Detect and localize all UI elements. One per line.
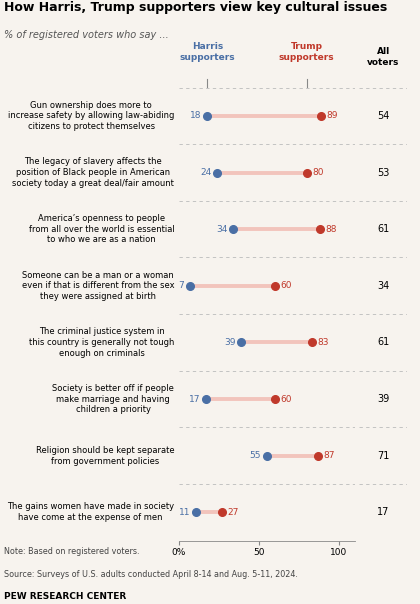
Text: Someone can be a man or a woman
even if that is different from the sex
they were: Someone can be a man or a woman even if …: [22, 271, 174, 301]
Text: 34: 34: [216, 225, 227, 234]
Text: 60: 60: [280, 281, 292, 291]
Text: 80: 80: [312, 168, 324, 177]
Text: Source: Surveys of U.S. adults conducted April 8-14 and Aug. 5-11, 2024.: Source: Surveys of U.S. adults conducted…: [4, 570, 298, 579]
Text: 39: 39: [377, 394, 389, 404]
Text: 24: 24: [200, 168, 211, 177]
Text: Gun ownership does more to
increase safety by allowing law-abiding
citizens to p: Gun ownership does more to increase safe…: [8, 101, 174, 131]
Text: Trump
supporters: Trump supporters: [279, 42, 335, 62]
Text: How Harris, Trump supporters view key cultural issues: How Harris, Trump supporters view key cu…: [4, 1, 388, 14]
Text: Note: Based on registered voters.: Note: Based on registered voters.: [4, 547, 140, 556]
Text: 17: 17: [377, 507, 389, 517]
Text: 61: 61: [377, 338, 389, 347]
Text: 11: 11: [179, 508, 191, 517]
Text: 34: 34: [377, 281, 389, 291]
Text: Society is better off if people
make marriage and having
children a priority: Society is better off if people make mar…: [52, 384, 174, 414]
Text: 83: 83: [317, 338, 329, 347]
Text: 39: 39: [224, 338, 236, 347]
Text: All
voters: All voters: [367, 47, 399, 67]
Text: 7: 7: [178, 281, 184, 291]
Text: 71: 71: [377, 451, 389, 461]
Text: 88: 88: [325, 225, 337, 234]
Text: 17: 17: [189, 394, 200, 403]
Text: The gains women have made in society
have come at the expense of men: The gains women have made in society hav…: [7, 503, 174, 522]
Text: 87: 87: [324, 451, 335, 460]
Text: 60: 60: [280, 394, 292, 403]
Text: 53: 53: [377, 167, 389, 178]
Text: % of registered voters who say ...: % of registered voters who say ...: [4, 30, 169, 40]
Text: The criminal justice system in
this country is generally not tough
enough on cri: The criminal justice system in this coun…: [29, 327, 174, 358]
Text: PEW RESEARCH CENTER: PEW RESEARCH CENTER: [4, 592, 126, 601]
Text: Harris
supporters: Harris supporters: [180, 42, 235, 62]
Text: The legacy of slavery affects the
position of Black people in American
society t: The legacy of slavery affects the positi…: [13, 157, 174, 188]
Text: Religion should be kept separate
from government policies: Religion should be kept separate from go…: [36, 446, 174, 466]
Text: 27: 27: [227, 508, 239, 517]
Text: 54: 54: [377, 111, 389, 121]
Text: 55: 55: [249, 451, 261, 460]
Text: 89: 89: [327, 111, 339, 120]
Text: 61: 61: [377, 224, 389, 234]
Text: 18: 18: [190, 111, 202, 120]
Text: America’s openness to people
from all over the world is essential
to who we are : America’s openness to people from all ov…: [29, 214, 174, 245]
